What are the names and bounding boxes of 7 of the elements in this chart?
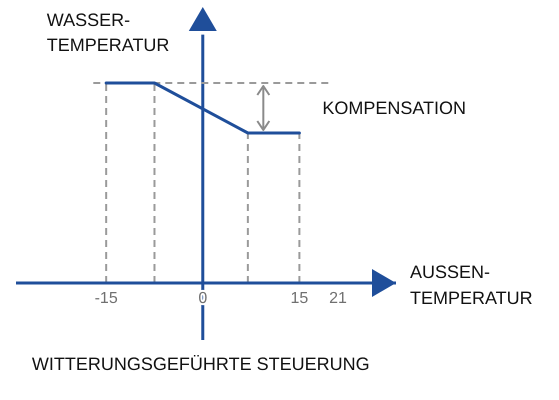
x-tick-label: -15 [94, 290, 118, 307]
x-tick-label: 21 [329, 290, 348, 307]
x-tick-label: 15 [290, 290, 308, 307]
annotation: KOMPENSATION [322, 98, 466, 118]
text: WITTERUNGSGEFÜHRTE STEUERUNG [32, 354, 370, 374]
x-axis-title: AUSSEN- TEMPERATUR [410, 262, 533, 308]
y-axis-title: WASSER- TEMPERATUR [46, 10, 170, 55]
